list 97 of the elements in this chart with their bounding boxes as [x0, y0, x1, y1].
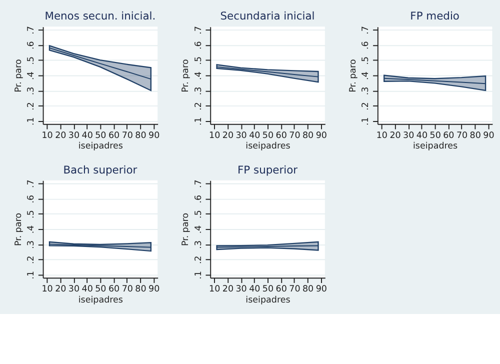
- chart-title: FP medio: [410, 10, 460, 23]
- x-tick-label: 90: [148, 284, 160, 295]
- y-tick-label: .6: [361, 40, 372, 50]
- x-tick-label: 70: [122, 284, 133, 295]
- x-tick-label: 80: [135, 284, 146, 295]
- y-tick-label: .4: [26, 224, 37, 234]
- x-tick-label: 60: [108, 131, 120, 142]
- x-tick-label: 30: [236, 284, 247, 295]
- y-tick-label: .3: [194, 86, 204, 96]
- y-tick-label: .5: [26, 210, 37, 218]
- y-tick-label: .2: [26, 102, 37, 110]
- x-tick-label: 40: [249, 284, 260, 295]
- x-tick-label: 60: [276, 131, 287, 142]
- x-tick-label: 10: [209, 131, 220, 142]
- x-tick-label: 90: [316, 131, 327, 142]
- y-tick-label: .7: [194, 180, 204, 188]
- chart-title: Bach superior: [63, 163, 138, 176]
- x-tick-label: 60: [443, 131, 454, 142]
- x-tick-label: 30: [68, 284, 80, 295]
- chart-title: FP superior: [238, 163, 298, 176]
- x-tick-label: 10: [376, 131, 388, 142]
- y-tick-label: .4: [194, 224, 204, 234]
- y-tick-label: .2: [194, 256, 204, 264]
- y-tick-label: .1: [194, 270, 204, 280]
- x-tick-label: 20: [55, 131, 66, 142]
- line-series: [216, 66, 319, 78]
- x-tick-label: 50: [262, 284, 274, 295]
- y-axis-title: Pr. paro: [14, 212, 24, 246]
- x-tick-label: 40: [82, 131, 93, 142]
- x-axis-title: iseipadres: [78, 295, 124, 306]
- y-tick-label: .3: [26, 240, 37, 249]
- x-tick-label: 20: [55, 284, 66, 295]
- x-tick-label: 80: [135, 131, 146, 142]
- x-tick-label: 50: [95, 131, 106, 142]
- x-tick-label: 10: [42, 284, 53, 295]
- y-tick-label: .5: [194, 56, 204, 65]
- x-tick-label: 70: [289, 284, 300, 295]
- x-tick-label: 50: [430, 131, 441, 142]
- x-tick-label: 10: [42, 131, 53, 142]
- x-tick-label: 10: [209, 284, 220, 295]
- y-tick-label: .7: [361, 26, 372, 34]
- y-tick-label: .1: [26, 270, 37, 280]
- x-tick-label: 80: [302, 284, 314, 295]
- y-tick-label: .1: [26, 117, 37, 126]
- x-tick-label: 30: [236, 131, 247, 142]
- x-axis-title: iseipadres: [78, 142, 124, 152]
- x-axis-title: iseipadres: [246, 295, 291, 306]
- x-tick-label: 60: [276, 284, 287, 295]
- y-tick-label: .4: [361, 71, 372, 80]
- x-tick-label: 70: [289, 131, 300, 142]
- x-tick-label: 90: [483, 131, 494, 142]
- y-tick-label: .3: [361, 86, 372, 96]
- chart-title: Menos secun. inicial.: [44, 10, 156, 23]
- y-tick-label: .6: [26, 40, 37, 50]
- chart-title: Secundaria inicial: [220, 10, 315, 23]
- y-tick-label: .4: [194, 71, 204, 80]
- y-tick-label: .5: [26, 56, 37, 65]
- x-tick-label: 50: [95, 284, 106, 295]
- line-series: [48, 47, 152, 80]
- x-tick-label: 20: [222, 131, 234, 142]
- x-tick-label: 90: [316, 284, 327, 295]
- x-tick-label: 80: [470, 131, 481, 142]
- y-axis-title: Pr. paro: [14, 59, 24, 92]
- x-tick-label: 60: [108, 284, 120, 295]
- y-tick-label: .2: [194, 102, 204, 110]
- y-tick-label: .5: [361, 56, 372, 65]
- y-tick-label: .4: [26, 71, 37, 80]
- y-tick-label: .1: [361, 117, 372, 126]
- x-tick-label: 80: [302, 131, 314, 142]
- x-tick-label: 20: [390, 131, 401, 142]
- y-tick-label: .3: [26, 86, 37, 96]
- y-axis-title: Pr. paro: [348, 59, 359, 92]
- y-tick-label: .3: [194, 240, 204, 249]
- y-tick-label: .2: [361, 102, 372, 110]
- x-tick-label: 30: [68, 131, 80, 142]
- x-axis-title: iseipadres: [246, 142, 291, 152]
- y-tick-label: .6: [194, 40, 204, 50]
- x-tick-label: 20: [222, 284, 234, 295]
- y-axis-title: Pr. paro: [181, 212, 192, 246]
- x-axis-title: iseipadres: [413, 142, 458, 152]
- y-tick-label: .1: [194, 117, 204, 126]
- x-tick-label: 30: [403, 131, 414, 142]
- x-tick-label: 50: [262, 131, 274, 142]
- x-tick-label: 70: [122, 131, 133, 142]
- y-tick-label: .7: [194, 26, 204, 34]
- x-tick-label: 70: [456, 131, 468, 142]
- y-tick-label: .6: [26, 194, 37, 204]
- y-axis-title: Pr. paro: [181, 59, 192, 92]
- y-tick-label: .6: [194, 194, 204, 204]
- y-tick-label: .7: [26, 180, 37, 188]
- x-tick-label: 40: [82, 284, 93, 295]
- y-tick-label: .5: [194, 210, 204, 218]
- y-tick-label: .2: [26, 256, 37, 264]
- x-tick-label: 90: [148, 131, 160, 142]
- x-tick-label: 40: [416, 131, 428, 142]
- x-tick-label: 40: [249, 131, 260, 142]
- y-tick-label: .7: [26, 26, 37, 34]
